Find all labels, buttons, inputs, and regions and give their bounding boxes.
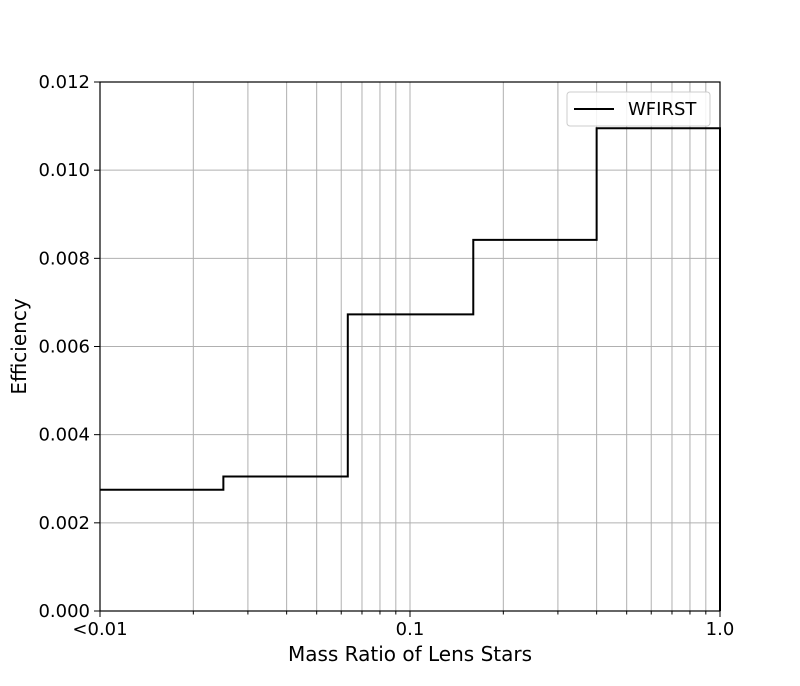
grid — [99, 81, 721, 612]
y-tick-label: 0.006 — [38, 337, 90, 358]
y-axis-label: Efficiency — [7, 298, 31, 395]
x-tick-label: 0.1 — [396, 619, 425, 640]
x-tick-label: <0.01 — [72, 619, 127, 640]
x-axis-label: Mass Ratio of Lens Stars — [288, 642, 532, 666]
series-line-wfirst — [100, 127, 721, 611]
axis-ticks: 0.000 0.002 0.004 0.006 0.008 0.010 0.012 <0.01… — [38, 72, 734, 640]
x-tick-label: 1.0 — [706, 619, 735, 640]
y-tick-label: 0.010 — [38, 160, 90, 181]
legend-label-wfirst: WFIRST — [628, 99, 697, 120]
legend: WFIRST — [566, 91, 711, 127]
y-tick-label: 0.012 — [38, 72, 90, 93]
y-tick-label: 0.000 — [38, 601, 90, 622]
y-tick-label: 0.008 — [38, 248, 90, 269]
legend-box — [566, 91, 711, 127]
y-tick-label: 0.002 — [38, 513, 90, 534]
y-tick-label: 0.004 — [38, 425, 90, 446]
series-layer — [100, 127, 721, 611]
